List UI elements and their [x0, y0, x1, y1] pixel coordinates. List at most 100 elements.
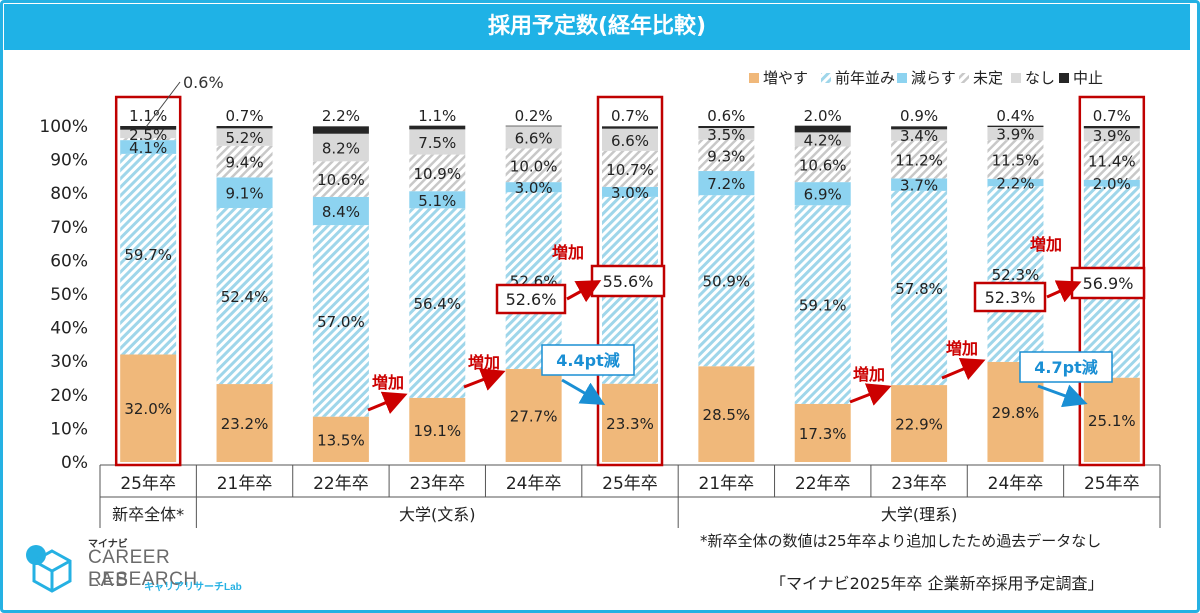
bar-segment: [698, 171, 755, 196]
logo: マイナビ CAREER RESEARCH LAB キャリアリサーチLab: [22, 535, 252, 605]
data-label: 10.0%: [510, 157, 558, 175]
data-label: 17.3%: [799, 425, 847, 443]
data-label: 28.5%: [703, 406, 751, 424]
data-label: 7.5%: [418, 134, 456, 152]
annotation-text: 増加: [1030, 235, 1062, 254]
legend-swatch: [959, 73, 969, 83]
bar-segment: [505, 182, 562, 193]
bar-segment: [505, 192, 562, 369]
x-tick-label: 25年卒: [602, 474, 658, 494]
data-label: 59.1%: [799, 297, 847, 315]
legend-swatch: [1011, 73, 1021, 83]
data-label: 13.5%: [317, 431, 365, 449]
bar-segment: [698, 366, 755, 462]
data-label: 0.7%: [225, 107, 263, 125]
bar-segment: [216, 384, 273, 462]
comparison-value: 52.6%: [506, 290, 557, 309]
bar-segment: [216, 126, 273, 129]
bar-segment: [409, 154, 466, 192]
y-tick-label: 20%: [50, 386, 88, 406]
y-tick-label: 90%: [50, 151, 88, 171]
data-label: 3.5%: [707, 126, 745, 144]
bar-segment: [120, 129, 177, 139]
data-label: 6.9%: [804, 186, 842, 204]
data-label: 10.6%: [317, 171, 365, 189]
data-label: 3.9%: [1093, 127, 1131, 145]
legend-swatch: [897, 73, 907, 83]
y-tick-label: 70%: [50, 218, 88, 238]
data-label: 2.5%: [129, 126, 167, 144]
data-label: 0.6%: [707, 107, 745, 125]
bar-segment: [698, 139, 755, 172]
x-tick-label: 22年卒: [795, 474, 851, 494]
bar-segment: [602, 150, 658, 187]
annotation-text: 4.4pt減: [556, 351, 619, 370]
group-label: 大学(理系): [881, 505, 958, 524]
data-label: 56.4%: [413, 295, 461, 313]
highlight-box: [114, 95, 182, 467]
data-label: 8.2%: [322, 140, 360, 158]
x-tick-label: 25年卒: [120, 474, 176, 494]
data-label: 52.3%: [992, 266, 1040, 284]
decrease-box: [541, 344, 635, 376]
data-label: 32.0%: [124, 400, 172, 418]
data-label: 0.9%: [900, 107, 938, 125]
comparison-value: 55.6%: [603, 272, 654, 291]
bar-segment: [794, 132, 851, 147]
bar-segment: [698, 126, 755, 129]
data-label: 3.0%: [611, 184, 649, 202]
data-label: 10.6%: [799, 156, 847, 174]
data-label: 23.2%: [221, 415, 269, 433]
data-label: 11.5%: [992, 151, 1040, 169]
bar-segment: [216, 128, 273, 146]
y-tick-label: 30%: [50, 352, 88, 372]
bar-segment: [505, 125, 562, 127]
data-label: 5.1%: [418, 192, 456, 210]
legend-swatch: [821, 73, 831, 83]
data-label: 9.1%: [225, 185, 263, 203]
bar-segment: [505, 148, 562, 183]
bar-segment: [409, 191, 466, 209]
x-tick-label: 23年卒: [409, 474, 465, 494]
data-label: 52.4%: [221, 288, 269, 306]
bar-segment: [794, 403, 851, 462]
data-label: 22.9%: [895, 416, 943, 434]
bar-segment: [987, 186, 1044, 362]
comparison-box: [495, 283, 567, 315]
legend-label: なし: [1025, 69, 1055, 87]
logo-line1: CAREER RESEARCH: [88, 547, 198, 590]
bar-segment: [312, 133, 369, 162]
bar-segment: [987, 178, 1044, 187]
data-label: 2.2%: [322, 107, 360, 125]
bar-segment: [1083, 128, 1140, 142]
bar-segment: [987, 127, 1044, 141]
legend-label: 未定: [973, 69, 1003, 87]
annotation-text: 増加: [468, 353, 500, 372]
y-tick-label: 10%: [50, 419, 88, 439]
annotation-text: 4.7pt減: [1034, 358, 1097, 377]
data-label: 6.6%: [611, 132, 649, 150]
data-label: 2.0%: [1093, 175, 1131, 193]
bar-segment: [891, 178, 948, 191]
group-label: 大学(文系): [399, 505, 476, 524]
bar-segment: [891, 140, 948, 179]
bar-segment: [120, 140, 177, 154]
bar-segment: [698, 195, 755, 367]
data-label: 25.1%: [1088, 412, 1136, 430]
bar-segment: [216, 145, 273, 178]
data-label: 29.8%: [992, 404, 1040, 422]
bar-segment: [120, 153, 177, 355]
x-tick-label: 24年卒: [506, 474, 562, 494]
data-label: 6.6%: [515, 129, 553, 147]
bar-segment: [409, 125, 466, 130]
data-label: 50.9%: [703, 273, 751, 291]
annotation-text: 0.6%: [183, 73, 224, 92]
data-label: 57.0%: [317, 313, 365, 331]
legend-label: 増やす: [763, 69, 808, 87]
legend-swatch: [1059, 73, 1069, 83]
bar-segment: [312, 196, 369, 226]
leader-line: [145, 81, 181, 128]
annotation-text: 増加: [552, 243, 584, 262]
data-label: 23.3%: [606, 415, 654, 433]
